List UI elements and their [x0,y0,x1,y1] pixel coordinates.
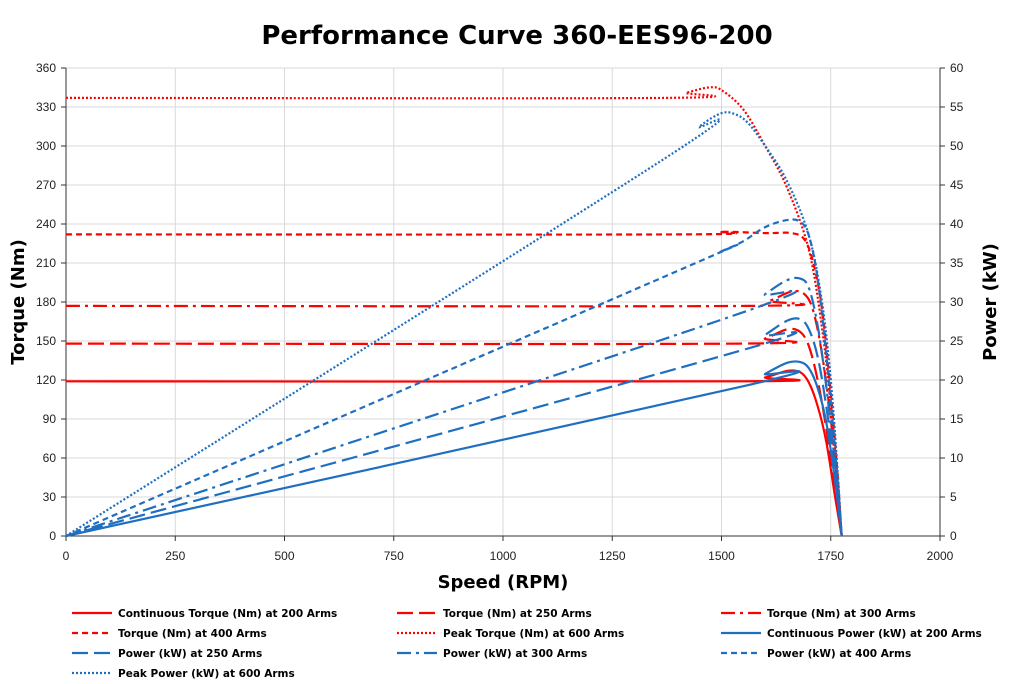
y2-tick-label: 35 [950,256,964,270]
y2-tick-label: 30 [950,295,964,309]
y2-tick-label: 5 [950,490,957,504]
y2-tick-label: 45 [950,178,964,192]
y2-tick-label: 25 [950,334,964,348]
y-tick-label: 360 [36,61,56,75]
y-tick-label: 240 [36,217,56,231]
series-line-10 [65,111,843,537]
y2-tick-label: 0 [950,529,957,543]
series-line-6 [65,360,843,538]
y2-tick-label: 15 [950,412,964,426]
x-tick-label: 1250 [599,549,626,563]
legend-label-7: Power (kW) at 250 Arms [118,648,262,660]
legend: Continuous Torque (Nm) at 200 Arms Torque… [72,608,982,680]
x-tick-label: 1500 [708,549,735,563]
y-tick-label: 0 [49,529,56,543]
y2-tick-label: 60 [950,61,964,75]
x-tick-label: 1000 [490,549,517,563]
y2-tick-label: 50 [950,139,964,153]
legend-label-10: Peak Power (kW) at 600 Arms [118,668,295,680]
legend-label-8: Power (kW) at 300 Arms [443,648,587,660]
y-tick-label: 60 [43,451,57,465]
y2-axis-title: Power (kW) [980,243,1001,361]
y-tick-label: 210 [36,256,56,270]
x-tick-label: 250 [165,549,185,563]
y-tick-label: 90 [43,412,57,426]
y-tick-label: 30 [43,490,57,504]
x-tick-label: 500 [274,549,294,563]
x-tick-label: 0 [63,549,70,563]
right-tick-labels: 0 5 10 15 20 25 30 35 40 45 50 55 60 [950,61,964,543]
series-line-2 [65,327,843,537]
y-axis-title: Torque (Nm) [8,239,29,365]
x-tick-label: 1750 [817,549,844,563]
series-line-5 [65,86,843,537]
y-tick-label: 330 [36,100,56,114]
y2-tick-label: 55 [950,100,964,114]
y2-tick-label: 20 [950,373,964,387]
y-tick-label: 180 [36,295,56,309]
legend-label-1: Continuous Torque (Nm) at 200 Arms [118,608,337,620]
legend-label-4: Torque (Nm) at 400 Arms [118,628,267,640]
legend-label-5: Peak Torque (Nm) at 600 Arms [443,628,624,640]
x-tick-labels: 0 250 500 750 1000 1250 1500 1750 2000 [63,549,954,563]
y-tick-label: 150 [36,334,56,348]
series-line-7 [65,317,843,538]
x-axis-title: Speed (RPM) [438,572,569,593]
x-tick-label: 2000 [927,549,954,563]
series-lines [65,86,843,538]
axes [61,67,945,541]
y-tick-label: 120 [36,373,56,387]
chart-title: Performance Curve 360-EES96-200 [261,21,772,51]
y-tick-label: 300 [36,139,56,153]
series-line-8 [65,276,843,538]
legend-label-6: Continuous Power (kW) at 200 Arms [767,628,982,640]
x-tick-label: 750 [384,549,404,563]
left-tick-labels: 0 30 60 90 120 150 180 210 240 270 300 330 360 [36,61,56,543]
y2-tick-label: 40 [950,217,964,231]
legend-label-2: Torque (Nm) at 250 Arms [443,608,592,620]
legend-label-3: Torque (Nm) at 300 Arms [767,608,916,620]
y2-tick-label: 10 [950,451,964,465]
series-line-1 [65,369,843,537]
series-line-9 [65,218,843,538]
legend-label-9: Power (kW) at 400 Arms [767,648,911,660]
y-tick-label: 270 [36,178,56,192]
